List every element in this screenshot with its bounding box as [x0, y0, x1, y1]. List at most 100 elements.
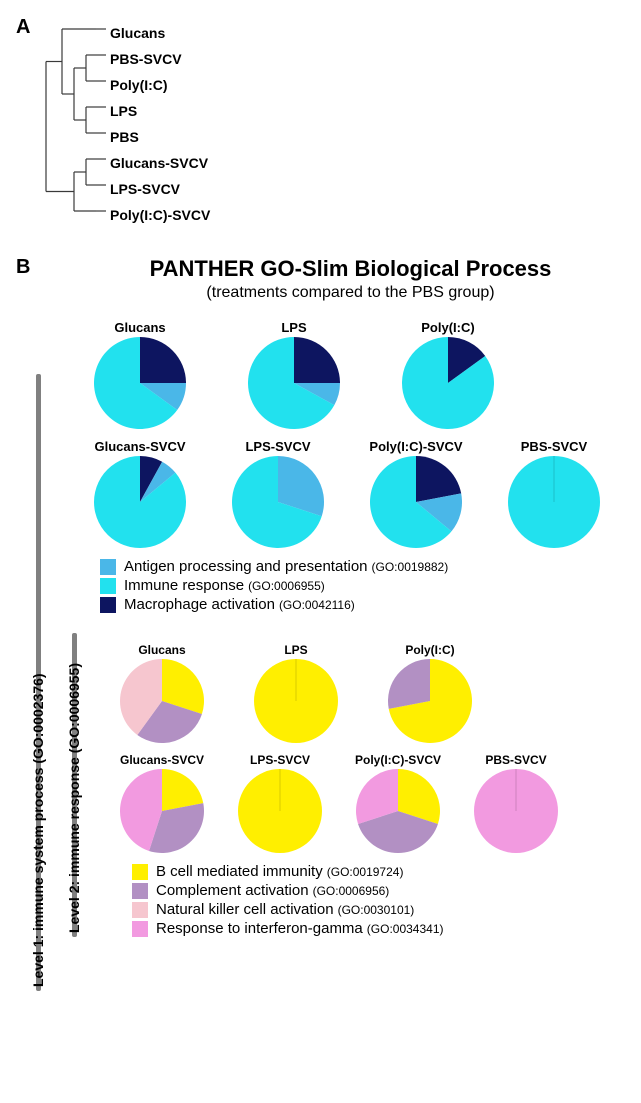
pie-title: Glucans	[138, 643, 185, 657]
level2-legend: B cell mediated immunity (GO:0019724) Com…	[132, 863, 625, 937]
pie-chart	[508, 456, 600, 548]
legend-item: Antigen processing and presentation (GO:…	[100, 558, 625, 575]
heatmap-row: Poly(I:C)-SVCV	[106, 202, 244, 228]
panel-a: A Glucans PBS-SVCV Poly(I:C) LPS PBS Glucans-…	[16, 16, 625, 228]
legend-label: Antigen processing and presentation	[124, 558, 368, 575]
legend-item: Macrophage activation (GO:0042116)	[100, 596, 625, 613]
pie-chart	[120, 659, 204, 743]
pie-title: Poly(I:C)	[405, 643, 454, 657]
pie-title: PBS-SVCV	[521, 439, 587, 454]
legend-go-id: (GO:0034341)	[367, 922, 444, 936]
legend-go-id: (GO:0030101)	[338, 903, 415, 917]
pie-title: Poly(I:C)-SVCV	[369, 439, 462, 454]
legend-swatch	[100, 597, 116, 613]
heatmap-row-label: Glucans-SVCV	[106, 155, 240, 171]
pie-block: LPS	[234, 320, 354, 429]
dendrogram	[34, 16, 106, 224]
pie-block: PBS-SVCV	[494, 439, 614, 548]
pie-title: PBS-SVCV	[485, 753, 546, 767]
heatmap-row: Poly(I:C)	[106, 72, 244, 98]
heatmap-row: LPS-SVCV	[106, 176, 244, 202]
legend-item: Complement activation (GO:0006956)	[132, 882, 625, 899]
level2-pie-row-2: Glucans-SVCV LPS-SVCV Poly(I:C)-SVCV PBS-SV…	[112, 753, 625, 853]
legend-item: Immune response (GO:0006955)	[100, 577, 625, 594]
legend-swatch	[132, 883, 148, 899]
pie-block: Poly(I:C)	[380, 643, 480, 743]
heatmap-row-label: Poly(I:C)-SVCV	[106, 207, 240, 223]
pie-chart	[94, 456, 186, 548]
pie-title: LPS-SVCV	[250, 753, 310, 767]
pie-title: LPS	[284, 643, 307, 657]
pie-chart	[120, 769, 204, 853]
legend-label: Response to interferon-gamma	[156, 920, 363, 937]
heatmap-row-label: Poly(I:C)	[106, 77, 240, 93]
legend-swatch	[132, 902, 148, 918]
heatmap-row: Glucans	[106, 20, 244, 46]
pie-chart	[388, 659, 472, 743]
pie-block: Poly(I:C)-SVCV	[356, 439, 476, 548]
legend-go-id: (GO:0006955)	[248, 579, 325, 593]
legend-item: B cell mediated immunity (GO:0019724)	[132, 863, 625, 880]
level1-bar-column: Level 1: immune system process (GO:00023…	[16, 310, 60, 957]
pie-block: LPS	[246, 643, 346, 743]
pie-title: LPS	[281, 320, 306, 335]
pie-title: Glucans-SVCV	[94, 439, 185, 454]
pie-chart	[238, 769, 322, 853]
legend-label: Immune response	[124, 577, 244, 594]
heatmap-row: PBS	[106, 124, 244, 150]
heatmap-rows: Glucans PBS-SVCV Poly(I:C) LPS PBS Glucans-SV…	[106, 20, 244, 228]
legend-go-id: (GO:0019724)	[327, 865, 404, 879]
heatmap-row-label: LPS-SVCV	[106, 181, 240, 197]
heatmap-row-label: LPS	[106, 103, 240, 119]
legend-go-id: (GO:0006956)	[313, 884, 390, 898]
pie-chart	[356, 769, 440, 853]
panel-a-label: A	[16, 16, 30, 39]
heatmap-row: Glucans-SVCV	[106, 150, 244, 176]
pie-chart	[402, 337, 494, 429]
legend-swatch	[132, 864, 148, 880]
panel-b: B PANTHER GO-Slim Biological Process (tr…	[16, 256, 625, 957]
level1-pie-row-2: Glucans-SVCV LPS-SVCV Poly(I:C)-SVCV PBS-SV…	[80, 439, 625, 548]
pie-title: Poly(I:C)	[421, 320, 474, 335]
pie-block: Glucans-SVCV	[112, 753, 212, 853]
level1-legend: Antigen processing and presentation (GO:…	[100, 558, 625, 613]
legend-label: Natural killer cell activation	[156, 901, 334, 918]
heatmap-row: LPS	[106, 98, 244, 124]
level2-bar-column: Level 2: immune response (GO:0006955)	[60, 633, 92, 957]
pie-chart	[254, 659, 338, 743]
level1-bar-label: Level 1: immune system process (GO:00023…	[30, 673, 46, 987]
pie-chart	[474, 769, 558, 853]
level1-pie-row-1: Glucans LPS Poly(I:C)	[80, 320, 625, 429]
legend-swatch	[132, 921, 148, 937]
pie-block: Glucans	[80, 320, 200, 429]
pie-block: Poly(I:C)-SVCV	[348, 753, 448, 853]
pie-block: LPS-SVCV	[230, 753, 330, 853]
legend-label: B cell mediated immunity	[156, 863, 323, 880]
pie-block: Glucans-SVCV	[80, 439, 200, 548]
pie-block: PBS-SVCV	[466, 753, 566, 853]
panel-b-label: B	[16, 256, 30, 279]
pie-chart	[94, 337, 186, 429]
legend-item: Response to interferon-gamma (GO:0034341…	[132, 920, 625, 937]
legend-label: Macrophage activation	[124, 596, 275, 613]
panel-b-subtitle: (treatments compared to the PBS group)	[76, 284, 625, 302]
pie-block: Poly(I:C)	[388, 320, 508, 429]
pie-chart	[370, 456, 462, 548]
legend-swatch	[100, 559, 116, 575]
pie-title: Glucans-SVCV	[120, 753, 204, 767]
pie-chart	[248, 337, 340, 429]
legend-swatch	[100, 578, 116, 594]
legend-go-id: (GO:0042116)	[279, 598, 355, 612]
pie-title: Glucans	[114, 320, 165, 335]
pie-chart	[232, 456, 324, 548]
pie-block: Glucans	[112, 643, 212, 743]
legend-label: Complement activation	[156, 882, 309, 899]
heatmap-row-label: PBS-SVCV	[106, 51, 240, 67]
pie-title: LPS-SVCV	[245, 439, 310, 454]
legend-item: Natural killer cell activation (GO:00301…	[132, 901, 625, 918]
level2-pie-row-1: Glucans LPS Poly(I:C)	[112, 643, 625, 743]
heatmap-row-label: Glucans	[106, 25, 240, 41]
pie-title: Poly(I:C)-SVCV	[355, 753, 441, 767]
level2-bar-label: Level 2: immune response (GO:0006955)	[66, 663, 82, 933]
heatmap-row: PBS-SVCV	[106, 46, 244, 72]
